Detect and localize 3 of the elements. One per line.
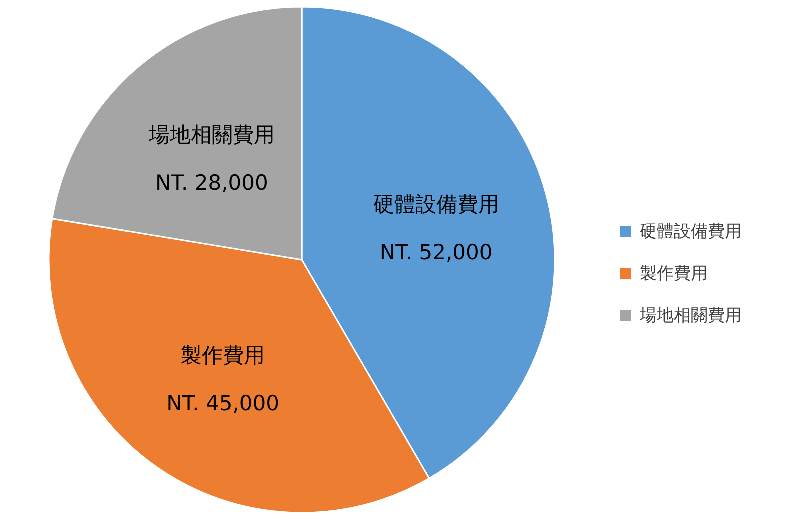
- legend-label: 硬體設備費用: [640, 222, 742, 242]
- legend-label: 製作費用: [640, 264, 708, 284]
- legend-label: 場地相關費用: [639, 306, 742, 326]
